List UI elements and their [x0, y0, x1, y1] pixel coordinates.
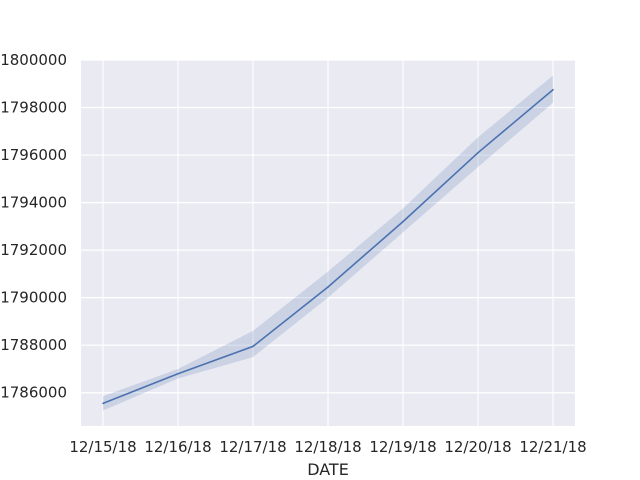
y-tick-label: 1798000 — [0, 99, 67, 117]
x-tick-label: 12/16/18 — [144, 438, 211, 456]
data-point — [402, 220, 404, 223]
x-tick-label: 12/18/18 — [294, 438, 361, 456]
data-point — [177, 372, 179, 375]
x-axis-ticks: 12/15/18 12/16/18 12/17/18 12/18/18 12/19/18… — [69, 438, 586, 456]
y-tick-label: 1794000 — [0, 194, 67, 212]
data-point — [552, 88, 554, 91]
y-tick-label: 1788000 — [0, 336, 67, 354]
y-tick-label: 1786000 — [0, 384, 67, 402]
x-tick-label: 12/15/18 — [69, 438, 136, 456]
x-tick-label: 12/17/18 — [219, 438, 286, 456]
y-tick-label: 1796000 — [0, 146, 67, 164]
y-axis-ticks: 1786000 1788000 1790000 1792000 1794000 17960… — [0, 51, 67, 402]
data-point — [327, 286, 329, 288]
data-point — [477, 151, 479, 154]
y-tick-label: 1800000 — [0, 51, 67, 69]
data-point — [102, 402, 104, 405]
x-tick-label: 12/19/18 — [369, 438, 436, 456]
data-point — [252, 345, 254, 348]
data-points — [102, 88, 554, 405]
x-tick-label: 12/21/18 — [519, 438, 586, 456]
y-tick-label: 1792000 — [0, 241, 67, 259]
x-tick-label: 12/20/18 — [444, 438, 511, 456]
grid-lines — [81, 59, 575, 426]
y-tick-label: 1790000 — [0, 289, 67, 307]
x-axis-label: DATE — [307, 460, 349, 479]
